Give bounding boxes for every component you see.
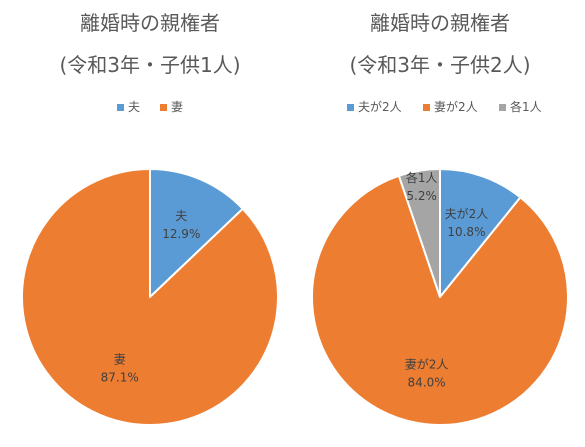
data-label-name: 夫が2人 — [445, 206, 489, 221]
pie-slice — [310, 174, 569, 426]
pie-slices — [310, 168, 569, 426]
pie-slice — [397, 168, 441, 298]
chart-title: 離婚時の親権者 — [80, 11, 220, 35]
legend-label: 各1人 — [510, 99, 542, 114]
pie-slice — [149, 168, 244, 298]
data-label-name: 妻が2人 — [405, 357, 449, 372]
legend: 夫妻 — [117, 100, 183, 114]
legend-swatch — [499, 104, 506, 111]
data-label-value: 84.0% — [407, 376, 445, 390]
data-label-name: 妻 — [114, 353, 126, 367]
data-label-value: 10.8% — [447, 225, 485, 239]
legend-label: 妻 — [171, 100, 183, 114]
pie-chart-one-child: 離婚時の親権者 (令和3年・子供1人) 夫妻 夫12.9%妻87.1% — [21, 11, 279, 426]
legend-swatch — [160, 104, 167, 111]
data-labels: 夫が2人 10.8% 妻が2人 84.0% 各1人 5.2% — [405, 170, 488, 390]
chart-subtitle: (令和3年・子供2人) — [349, 53, 530, 77]
data-label-value: 87.1% — [101, 371, 139, 385]
pie-slice — [439, 168, 522, 298]
legend-label: 妻が2人 — [434, 99, 478, 114]
chart-subtitle: (令和3年・子供1人) — [59, 53, 240, 77]
data-label-name: 各1人 — [406, 170, 438, 185]
legend-swatch — [117, 104, 124, 111]
data-label-value: 12.9% — [162, 227, 200, 241]
pie-slices — [21, 168, 279, 426]
pie-slice — [21, 168, 279, 426]
pie-chart-two-children: 離婚時の親権者 (令和3年・子供2人) 夫が2人 妻が2人 各1人 夫が2人10.8… — [310, 11, 569, 426]
legend: 夫が2人 妻が2人 各1人 — [347, 99, 542, 114]
legend-swatch — [347, 104, 354, 111]
legend-label: 夫が2人 — [358, 99, 402, 114]
data-label-value: 5.2% — [406, 189, 437, 203]
data-label-name: 夫 — [175, 209, 187, 223]
chart-title: 離婚時の親権者 — [370, 11, 510, 35]
data-labels: 夫 12.9% 妻 87.1% — [101, 209, 201, 385]
legend-swatch — [423, 104, 430, 111]
legend-label: 夫 — [128, 100, 140, 114]
